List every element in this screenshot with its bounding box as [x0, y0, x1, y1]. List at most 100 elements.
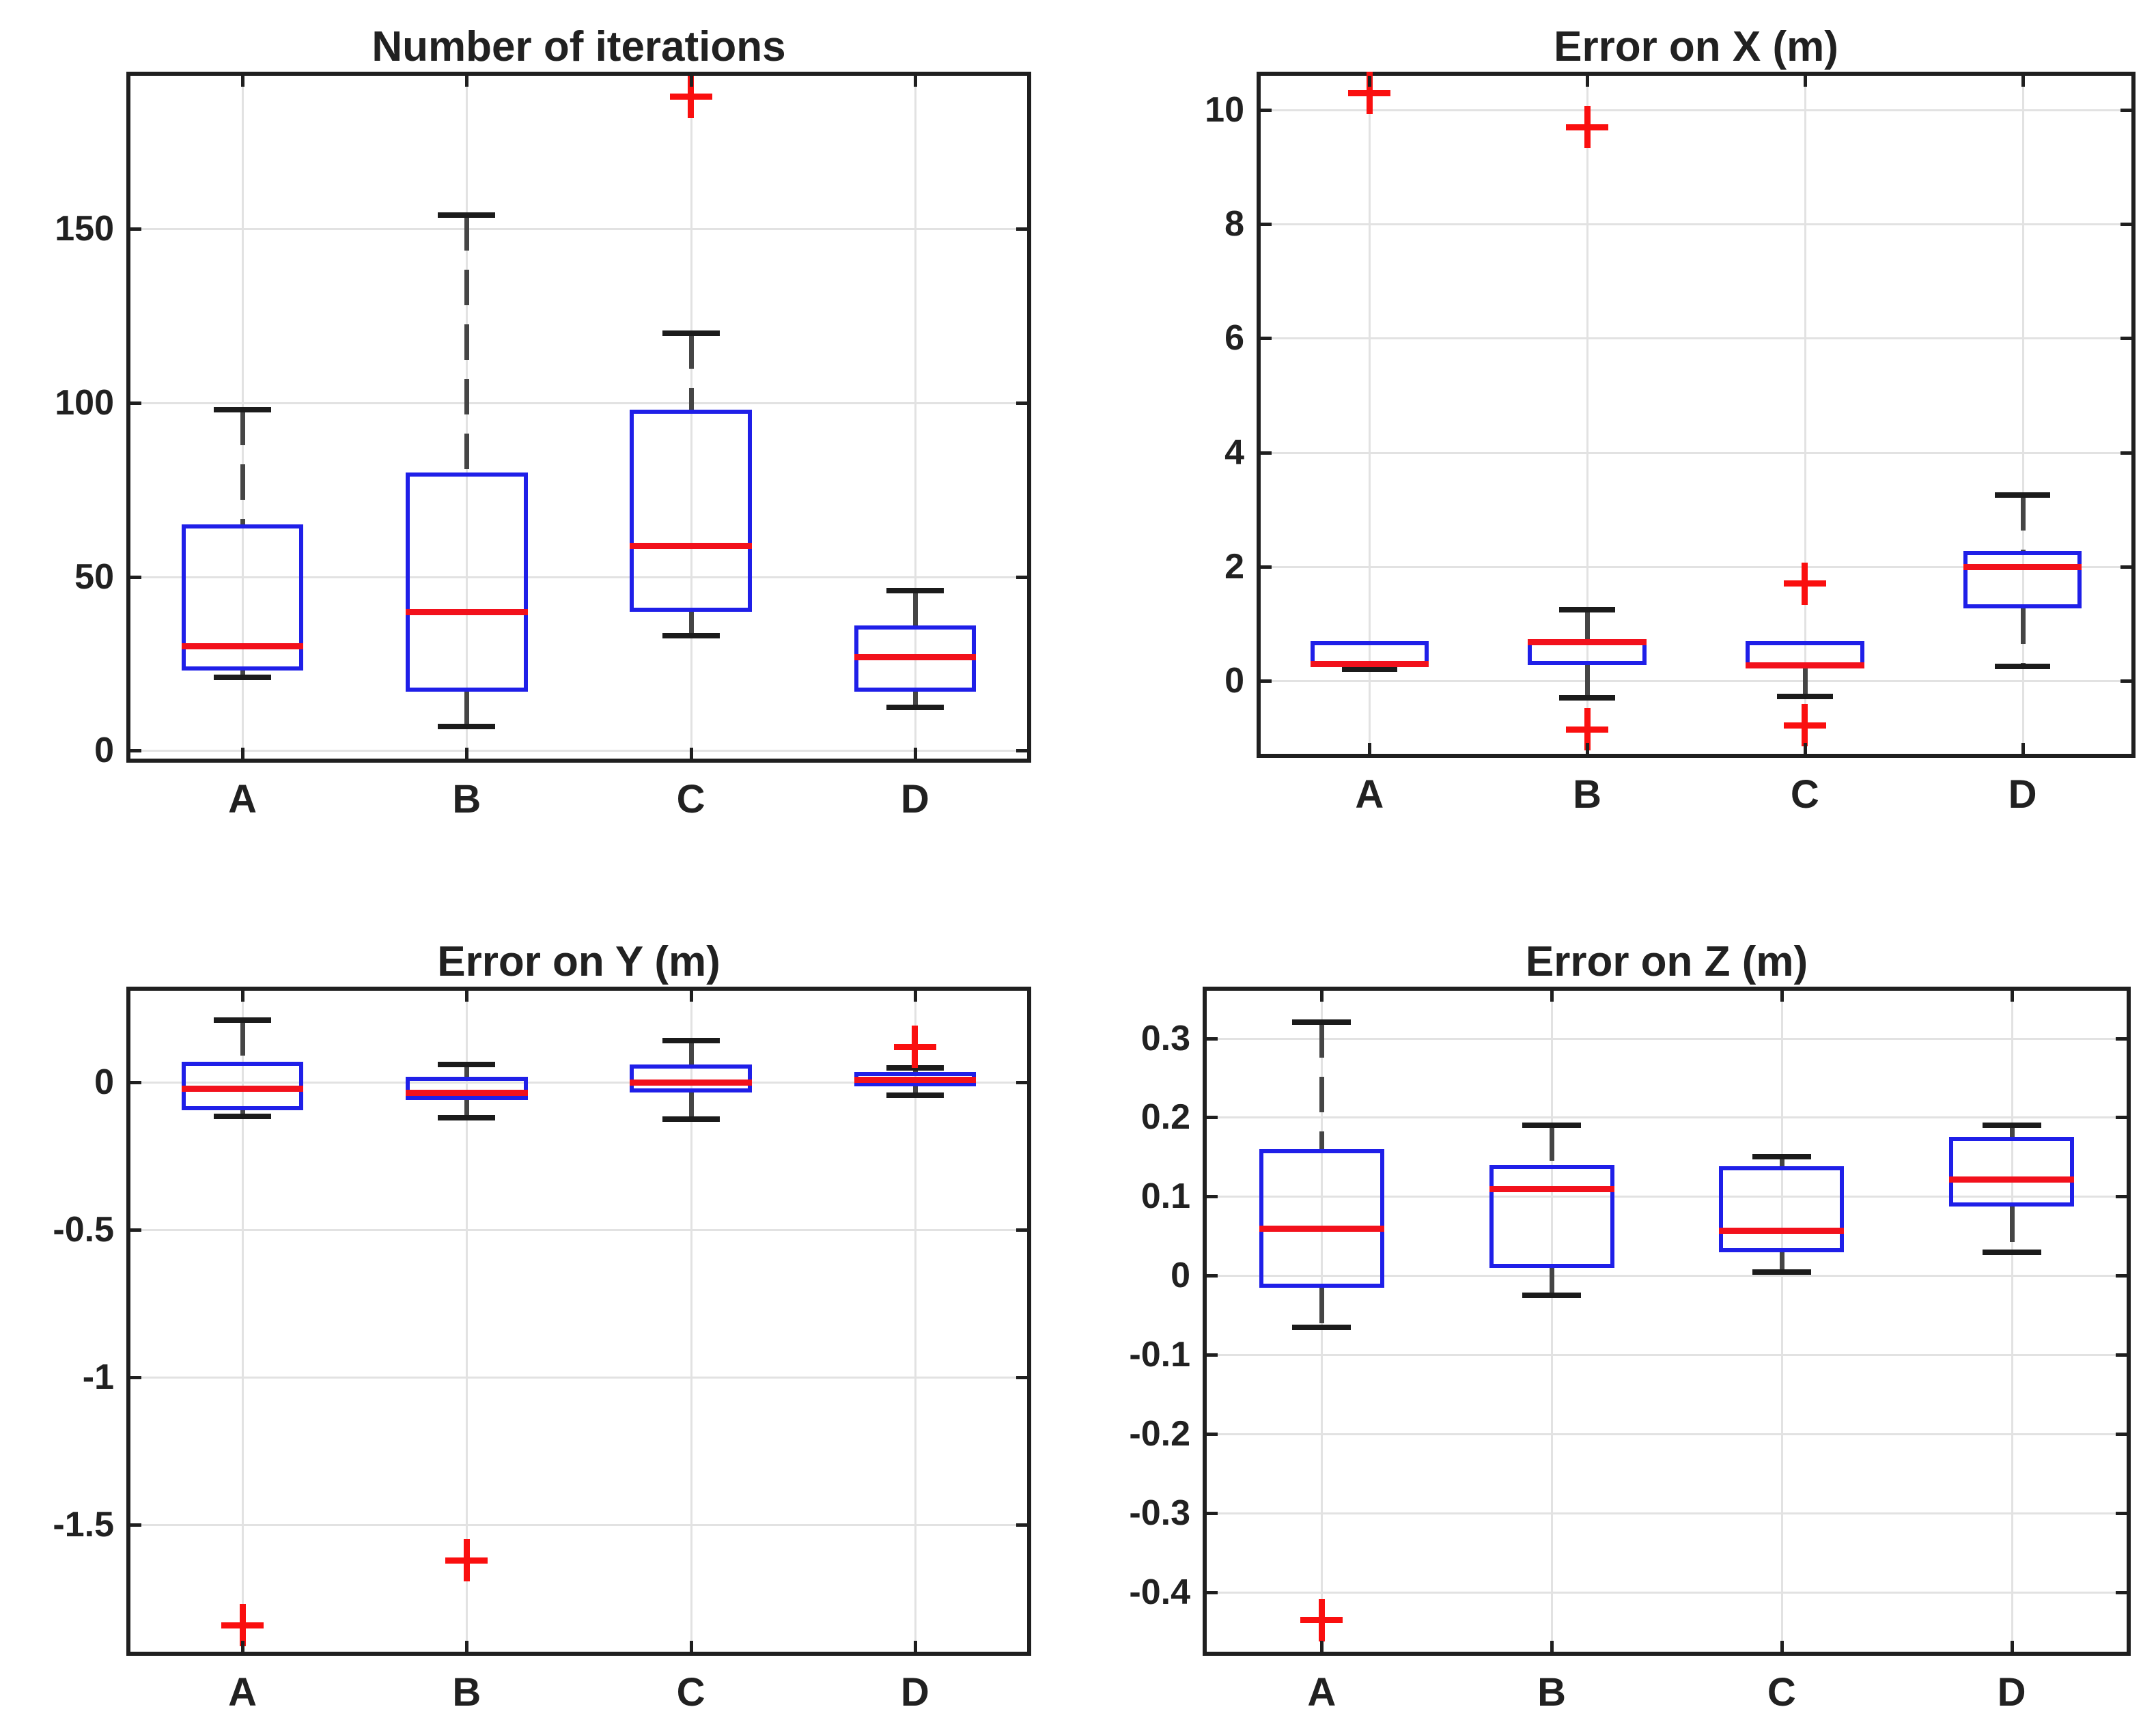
h-gridline: [130, 401, 1027, 404]
iqr-box: [1963, 551, 2082, 608]
y-tick-label: 2: [1224, 546, 1244, 587]
median-line: [181, 1085, 304, 1092]
iqr-box: [1719, 1166, 1845, 1252]
y-tick-left: [1261, 565, 1272, 569]
lower-whisker-cap: [886, 704, 944, 710]
median-line: [1963, 563, 2082, 570]
median-line: [1719, 1228, 1845, 1235]
lower-whisker: [688, 611, 694, 636]
lower-whisker: [1585, 665, 1591, 699]
h-gridline: [130, 1377, 1027, 1379]
y-tick-left: [1207, 1591, 1218, 1595]
y-tick-right: [2116, 1591, 2127, 1595]
boxplot-error-on-x: Error on X (m) 0 2 4 6 8 10 A B C D: [1205, 23, 2136, 817]
median-line: [1259, 1225, 1384, 1232]
outlier-marker: [669, 75, 712, 118]
y-tick-right: [2120, 565, 2131, 569]
upper-whisker-cap: [1752, 1154, 1811, 1160]
y-tick-label: 0: [94, 1062, 114, 1102]
x-category-label: B: [1537, 1670, 1567, 1715]
x-tick-top: [2010, 991, 2014, 1002]
y-tick-label: -0.1: [1129, 1335, 1190, 1375]
plot-title: Error on Z (m): [1525, 938, 1808, 985]
v-gridline: [690, 76, 692, 759]
y-tick-left: [1207, 1512, 1218, 1516]
h-gridline: [130, 750, 1027, 752]
y-tick-left: [1207, 1433, 1218, 1437]
x-tick-top: [689, 991, 693, 1002]
x-tick-bottom: [241, 748, 245, 759]
x-category-label: D: [900, 1670, 929, 1715]
y-tick-left: [130, 749, 141, 753]
x-tick-bottom: [1320, 1641, 1324, 1652]
y-tick-label: -0.5: [53, 1210, 114, 1250]
iqr-box: [1259, 1148, 1384, 1288]
y-tick-left: [1261, 451, 1272, 455]
y-tick-right: [2116, 1433, 2127, 1437]
lower-whisker-cap: [214, 675, 272, 681]
h-gridline: [1261, 565, 2131, 568]
x-tick-top: [241, 76, 245, 87]
v-gridline: [914, 76, 916, 759]
lower-whisker-cap: [1341, 666, 1398, 673]
lower-whisker-cap: [1292, 1324, 1352, 1330]
plot-title: Error on X (m): [1554, 23, 1838, 70]
y-tick-left: [130, 1080, 141, 1084]
upper-whisker-cap: [1559, 606, 1615, 612]
x-tick-top: [1368, 76, 1372, 87]
x-tick-top: [913, 76, 917, 87]
plot-title: Error on Y (m): [437, 938, 720, 985]
upper-whisker-cap: [662, 1038, 720, 1044]
lower-whisker: [1779, 1252, 1784, 1272]
outlier-marker: [221, 1604, 264, 1647]
upper-whisker: [1779, 1157, 1784, 1167]
y-tick-right: [2120, 337, 2131, 341]
x-category-label: A: [1355, 772, 1384, 817]
median-line: [406, 608, 528, 615]
y-tick-left: [130, 1523, 141, 1527]
y-tick-right: [2116, 1512, 2127, 1516]
y-tick-right: [1016, 1080, 1027, 1084]
upper-whisker: [464, 214, 470, 472]
lower-whisker-cap: [1777, 694, 1833, 700]
lower-whisker-cap: [438, 1114, 496, 1120]
x-tick-top: [1586, 76, 1590, 87]
upper-whisker-cap: [886, 1065, 944, 1071]
x-tick-bottom: [1550, 1641, 1554, 1652]
y-tick-left: [130, 401, 141, 405]
x-tick-top: [465, 991, 469, 1002]
upper-whisker-cap: [438, 212, 496, 218]
upper-whisker-cap: [438, 1062, 496, 1068]
median-line: [854, 1076, 977, 1083]
h-gridline: [1207, 1592, 2127, 1594]
y-tick-label: -0.4: [1129, 1572, 1190, 1613]
x-category-label: B: [452, 1670, 481, 1715]
x-tick-bottom: [689, 748, 693, 759]
y-tick-left: [1261, 679, 1272, 683]
x-tick-top: [465, 76, 469, 87]
iqr-box: [630, 410, 752, 612]
v-gridline: [1586, 76, 1589, 754]
iqr-box: [181, 524, 304, 671]
median-line: [1310, 660, 1429, 667]
h-gridline: [1261, 451, 2131, 454]
iqr-box: [1949, 1137, 2075, 1207]
upper-whisker-cap: [1982, 1123, 2041, 1129]
lower-whisker-cap: [1994, 664, 2051, 670]
lower-whisker: [1319, 1287, 1325, 1327]
h-gridline: [1207, 1512, 2127, 1515]
h-gridline: [1207, 1354, 2127, 1357]
lower-whisker-cap: [886, 1092, 944, 1099]
outlier-marker: [1566, 708, 1609, 751]
lower-whisker: [912, 691, 918, 707]
y-tick-left: [1261, 337, 1272, 341]
y-tick-left: [130, 227, 141, 231]
boxplot-number-of-iterations: Number of iterations 0 50 100 150 A B C D: [55, 23, 1031, 821]
v-gridline: [2021, 76, 2024, 754]
x-category-label: C: [676, 777, 705, 821]
iqr-box: [1489, 1165, 1614, 1268]
x-tick-top: [913, 991, 917, 1002]
x-tick-top: [2021, 76, 2025, 87]
v-gridline: [466, 991, 468, 1652]
y-tick-left: [130, 1376, 141, 1380]
